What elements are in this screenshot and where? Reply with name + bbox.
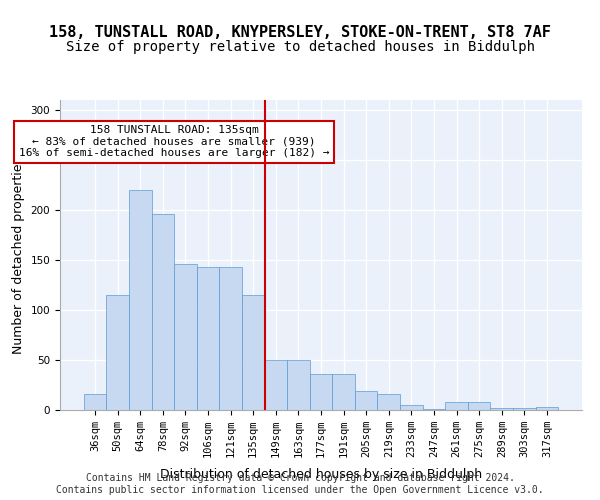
- Bar: [355, 391, 377, 410]
- Bar: [197, 267, 220, 410]
- Bar: [468, 402, 490, 410]
- Bar: [84, 394, 106, 410]
- Bar: [400, 405, 422, 410]
- Bar: [310, 374, 332, 410]
- Bar: [445, 402, 468, 410]
- Text: Contains HM Land Registry data © Crown copyright and database right 2024.
Contai: Contains HM Land Registry data © Crown c…: [56, 474, 544, 495]
- Bar: [536, 407, 558, 410]
- Bar: [332, 374, 355, 410]
- Text: 158 TUNSTALL ROAD: 135sqm
← 83% of detached houses are smaller (939)
16% of semi: 158 TUNSTALL ROAD: 135sqm ← 83% of detac…: [19, 125, 329, 158]
- X-axis label: Distribution of detached houses by size in Biddulph: Distribution of detached houses by size …: [160, 468, 482, 481]
- Bar: [152, 214, 174, 410]
- Bar: [242, 295, 265, 410]
- Bar: [129, 190, 152, 410]
- Bar: [513, 408, 536, 410]
- Bar: [174, 264, 197, 410]
- Bar: [377, 394, 400, 410]
- Bar: [220, 267, 242, 410]
- Bar: [265, 360, 287, 410]
- Bar: [490, 408, 513, 410]
- Text: Size of property relative to detached houses in Biddulph: Size of property relative to detached ho…: [65, 40, 535, 54]
- Bar: [422, 409, 445, 410]
- Y-axis label: Number of detached properties: Number of detached properties: [12, 156, 25, 354]
- Bar: [106, 295, 129, 410]
- Text: 158, TUNSTALL ROAD, KNYPERSLEY, STOKE-ON-TRENT, ST8 7AF: 158, TUNSTALL ROAD, KNYPERSLEY, STOKE-ON…: [49, 25, 551, 40]
- Bar: [287, 360, 310, 410]
